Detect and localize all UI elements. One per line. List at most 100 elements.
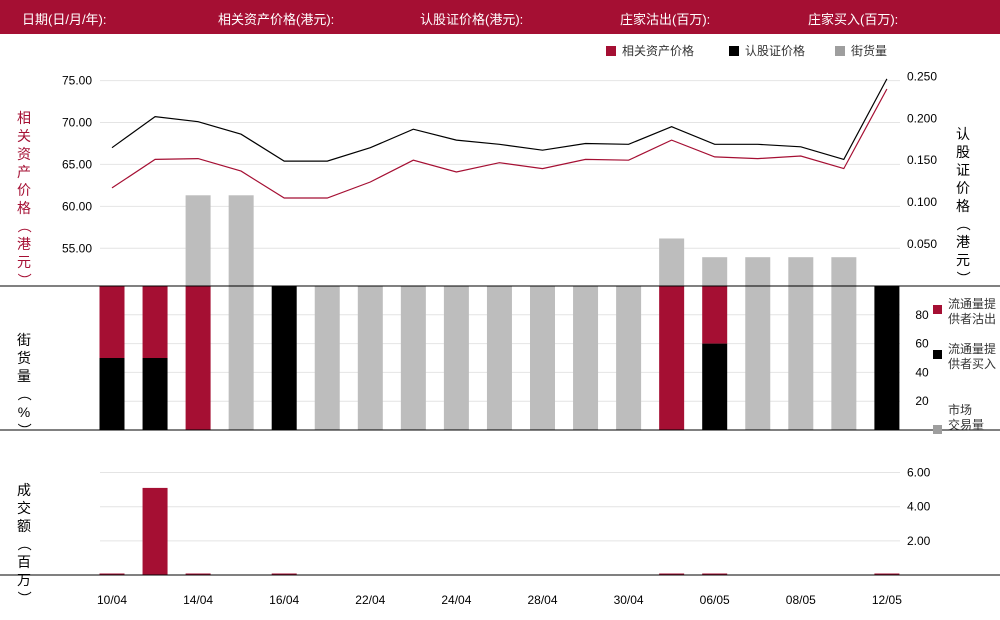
axis-label-char: 量 [17,368,31,384]
legend-swatch [835,46,845,56]
axis-label-char: 相 [17,110,31,126]
left-axis-tick-label: 75.00 [62,74,92,88]
axis-label-char: 格 [956,198,970,214]
x-axis-tick-label: 16/04 [269,593,299,607]
left-axis-title: 相关资产价格 （ 港元 ） [16,110,32,287]
axis-label-char: （ [16,537,32,551]
mid-legend-swatch [933,305,942,314]
axis-label-char: 港 [17,236,31,252]
axis-label-char: （ [16,219,32,233]
outstanding-bar [185,195,211,286]
participation-bar [142,286,168,358]
axis-label-char: 货 [17,350,31,366]
axis-label-char: ） [955,271,971,285]
legend-swatch [729,46,739,56]
right-axis-tick-label: 0.250 [907,69,937,83]
axis-label-char: 交 [17,500,31,516]
mid-axis-tick-label: 80 [915,308,929,322]
bottom-axis-tick-label: 6.00 [907,466,931,480]
axis-label-char: 街 [17,332,31,348]
participation-bar [99,286,125,358]
x-axis-tick-label: 14/04 [183,593,213,607]
participation-bar [831,286,857,430]
outstanding-bar [788,257,814,286]
axis-label-char: （ [955,217,971,231]
date-label: 日期(日/月/年): [22,12,107,27]
warrant-price-line [111,78,888,162]
mid-legend-swatch [933,350,942,359]
right-axis-title: 认股证价格 （ 港元 ） [955,126,971,285]
x-axis-tick-label: 08/05 [786,593,816,607]
participation-bar [443,286,469,430]
participation-bar [530,286,555,430]
issuer-sell-label: 庄家沽出(百万): [620,12,711,27]
right-axis-tick-label: 0.200 [907,111,937,125]
underlying-price-line [111,88,888,199]
x-axis-tick-label: 30/04 [614,593,644,607]
participation-bar [874,286,900,430]
axis-label-char: 价 [956,180,970,196]
mid-legend-label: 市场交易量 [948,402,984,432]
participation-bar [142,358,168,430]
turnover-bar [874,573,900,575]
axis-label-char: 价 [17,182,31,198]
axis-label-char: ） [16,273,32,287]
legend-label: 认股证价格 [745,43,805,58]
participation-bar [788,286,814,430]
axis-label-char: 港 [956,234,970,250]
participation-bar [573,286,599,430]
participation-bar [185,286,211,430]
axis-label-char: 格 [17,200,31,216]
axis-label-char: （ [16,387,32,401]
participation-bar [357,286,383,430]
mid-legend-label: 流通量提供者买入 [948,341,996,371]
axis-label-char: 万 [17,572,31,588]
axis-label-char: 额 [17,518,31,534]
participation-bar [745,286,771,430]
axis-label-char: ） [16,591,32,605]
bottom-axis-tick-label: 4.00 [907,500,931,514]
x-axis-tick-label: 12/05 [872,593,902,607]
turnover-bar [185,573,211,575]
legend-label: 相关资产价格 [622,43,694,58]
axis-label-char: 元 [956,252,970,268]
x-axis-tick-label: 22/04 [355,593,385,607]
left-axis-tick-label: 60.00 [62,199,92,213]
participation-bar [486,286,512,430]
axis-label-char: 元 [17,254,31,270]
legend-label: 街货量 [851,43,887,58]
bottom-axis-title: 成交额 （ 百万 ） [16,482,32,605]
turnover-bar [142,487,168,575]
mid-axis-tick-label: 60 [915,337,929,351]
axis-label-char: ） [16,423,32,437]
left-axis-tick-label: 70.00 [62,116,92,130]
underlying-price-label: 相关资产价格(港元): [218,12,335,27]
warrant-price-label: 认股证价格(港元): [420,12,524,27]
outstanding-bar [659,238,685,286]
x-axis-tick-label: 06/05 [700,593,730,607]
right-axis-tick-label: 0.150 [907,153,937,167]
x-axis-tick-label: 10/04 [97,593,127,607]
turnover-bar [99,573,125,575]
axis-label-char: % [18,404,30,420]
x-axis-tick-label: 24/04 [441,593,471,607]
axis-label-char: 百 [17,554,31,570]
axis-label-char: 认 [956,126,970,142]
outstanding-bar [831,257,857,286]
mid-axis-tick-label: 20 [915,394,929,408]
participation-bar [99,358,125,430]
mid-legend-label: 流通量提供者沽出 [948,296,996,326]
x-axis-tick-label: 28/04 [527,593,557,607]
turnover-bar [271,573,297,575]
axis-label-char: 产 [17,164,31,180]
participation-bar [271,286,297,430]
outstanding-bar [228,195,254,286]
axis-label-char: 资 [17,146,31,162]
axis-label-char: 证 [956,162,970,178]
participation-bar [702,343,728,430]
participation-bar [228,286,254,430]
turnover-bar [702,573,728,575]
axis-label-char: 关 [17,128,31,144]
participation-bar [400,286,426,430]
axis-label-char: 股 [956,144,970,160]
